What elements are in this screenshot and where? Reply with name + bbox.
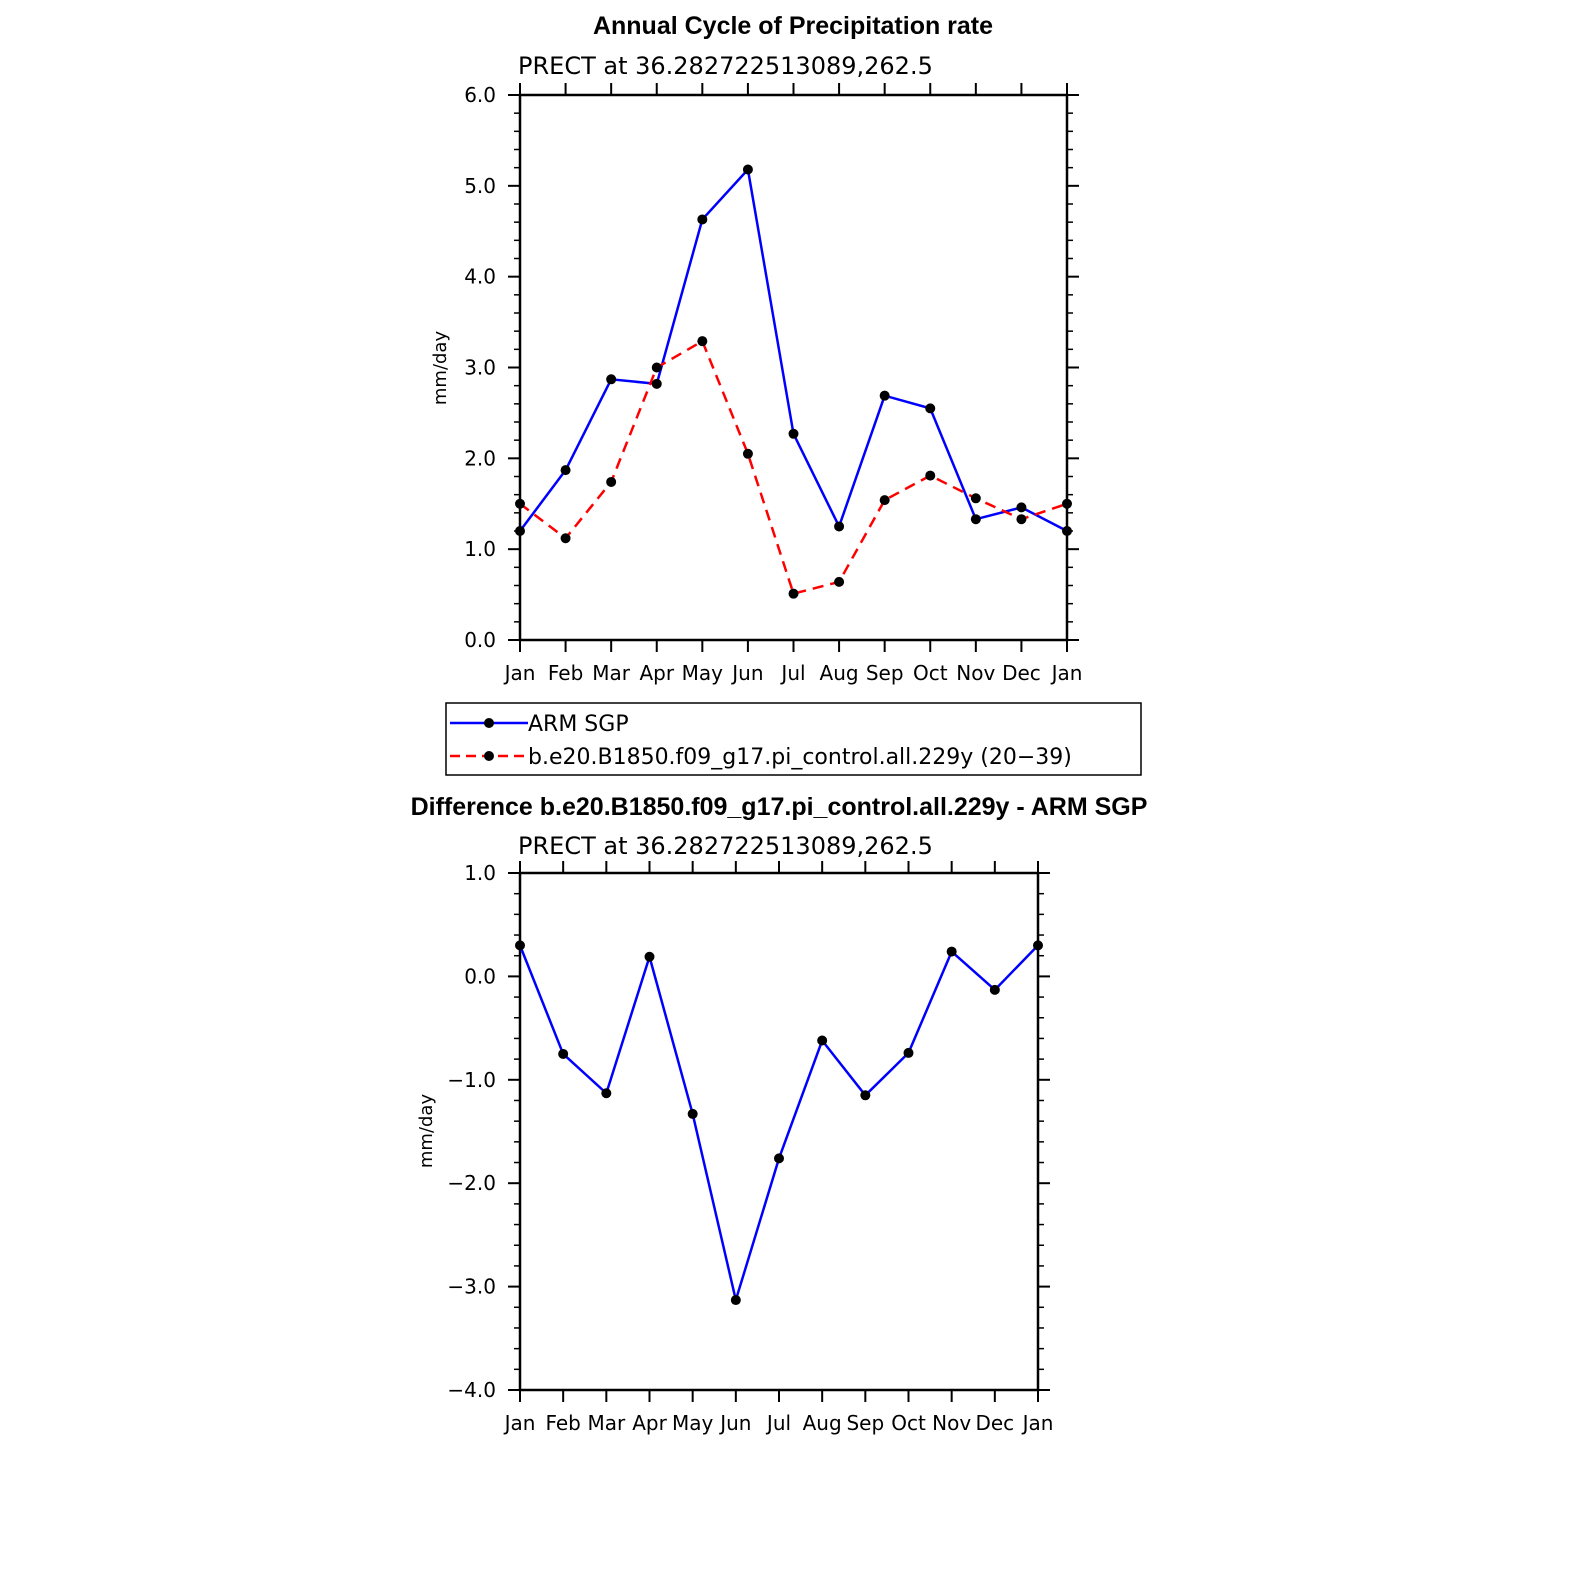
- series-0-point: [1033, 940, 1043, 951]
- series-0-point: [742, 164, 753, 175]
- series-1-point: [834, 576, 845, 587]
- x-tick-label: Jan: [503, 1411, 536, 1435]
- series-0-point: [989, 984, 1000, 995]
- x-tick-label: Sep: [866, 661, 904, 685]
- bottom-chart-ylabel: mm/day: [416, 1094, 437, 1169]
- series-0-point: [1062, 526, 1072, 536]
- series-0-point: [730, 1295, 741, 1306]
- y-tick-label: 6.0: [464, 83, 496, 107]
- y-tick-label: 0.0: [464, 964, 496, 988]
- series-1-point: [606, 476, 617, 487]
- series-0-point: [651, 378, 662, 389]
- series-line-0: [518, 944, 1039, 1302]
- y-tick-label: −2.0: [447, 1171, 496, 1195]
- series-0-point: [903, 1047, 914, 1058]
- series-1-point: [515, 498, 525, 509]
- x-tick-label: Apr: [632, 1411, 667, 1435]
- x-tick-label: Mar: [592, 661, 631, 685]
- series-line-0: [518, 168, 1068, 533]
- y-tick-label: −1.0: [447, 1068, 496, 1092]
- y-tick-label: 4.0: [464, 265, 496, 289]
- y-tick-label: 2.0: [464, 446, 496, 470]
- x-tick-label: Nov: [932, 1411, 971, 1435]
- series-1-point: [651, 362, 662, 373]
- series-1-point: [879, 495, 890, 506]
- series-0-point: [606, 374, 617, 385]
- top-plot-area: Jan Feb Mar Apr May Jun Jul Aug Sep Oct Nov Dec Jan 0…: [464, 83, 1082, 685]
- series-0-point: [860, 1090, 871, 1101]
- series-1-point: [697, 336, 708, 347]
- legend-label-model: b.e20.B1850.f09_g17.pi_control.all.229y …: [528, 745, 1072, 770]
- plot-frame: [518, 93, 1069, 642]
- x-tick-label: Oct: [913, 661, 948, 685]
- x-tick-label: Mar: [587, 1411, 626, 1435]
- series-0-point: [515, 526, 525, 536]
- series-0-point: [788, 428, 799, 439]
- x-tick-label: Feb: [545, 1411, 580, 1435]
- x-tick-label: Jan: [503, 661, 536, 685]
- series-1-point: [925, 470, 936, 481]
- top-chart-subtitle: PRECT at 36.282722513089,262.5: [518, 52, 933, 80]
- bottom-chart-subtitle: PRECT at 36.282722513089,262.5: [518, 832, 933, 860]
- x-tick-label: Jun: [718, 1411, 751, 1435]
- series-0-point: [834, 521, 845, 532]
- x-tick-label: Jul: [765, 1411, 791, 1435]
- series-1-point: [742, 448, 753, 459]
- x-tick-label: May: [672, 1411, 714, 1435]
- x-tick-label: Oct: [891, 1411, 926, 1435]
- series-1-point: [1016, 514, 1027, 525]
- bottom-plot-area: Jan Feb Mar Apr May Jun Jul Aug Sep Oct Nov Dec Jan−…: [447, 861, 1053, 1435]
- x-tick-label: Apr: [639, 661, 674, 685]
- series-line-1: [519, 339, 1068, 595]
- y-tick-label: 1.0: [464, 537, 496, 561]
- x-tick-label: Feb: [548, 661, 583, 685]
- bottom-chart-title: Difference b.e20.B1850.f09_g17.pi_contro…: [411, 793, 1148, 821]
- series-0-point: [879, 390, 890, 401]
- series-0-point: [970, 514, 981, 525]
- legend: ARM SGP b.e20.B1850.f09_g17.pi_control.a…: [445, 702, 1142, 776]
- y-tick-label: 0.0: [464, 628, 496, 652]
- series-0-point: [687, 1108, 698, 1119]
- x-tick-label: Jun: [730, 661, 763, 685]
- series-0-point: [560, 465, 571, 476]
- series-0-point: [644, 951, 655, 962]
- legend-marker-model: [484, 751, 494, 761]
- series-0-point: [925, 403, 936, 414]
- y-tick-label: −3.0: [447, 1275, 496, 1299]
- x-tick-label: May: [682, 661, 724, 685]
- legend-box: [445, 702, 1142, 776]
- series-0-point: [515, 940, 525, 951]
- x-tick-label: Sep: [846, 1411, 884, 1435]
- x-tick-label: Aug: [820, 661, 859, 685]
- series-0-point: [817, 1035, 828, 1046]
- x-tick-label: Dec: [1002, 661, 1041, 685]
- x-tick-label: Dec: [975, 1411, 1014, 1435]
- x-tick-label: Jul: [779, 661, 805, 685]
- series-0-point: [697, 214, 708, 225]
- plot-frame: [518, 871, 1040, 1392]
- series-1-point: [560, 533, 571, 544]
- series-0-point: [946, 946, 957, 957]
- series-0-point: [601, 1088, 612, 1099]
- x-tick-label: Nov: [956, 661, 995, 685]
- legend-marker-arm-sgp: [484, 718, 494, 728]
- series-1-point: [970, 493, 981, 504]
- series-0-point: [558, 1048, 569, 1059]
- y-tick-label: 3.0: [464, 356, 496, 380]
- top-chart-ylabel: mm/day: [430, 331, 451, 406]
- series-1-point: [1062, 498, 1072, 509]
- x-tick-label: Jan: [1050, 661, 1083, 685]
- series-0-point: [774, 1153, 784, 1164]
- x-tick-label: Aug: [803, 1411, 842, 1435]
- y-tick-label: 5.0: [464, 174, 496, 198]
- legend-label-arm-sgp: ARM SGP: [528, 712, 629, 737]
- top-chart-title: Annual Cycle of Precipitation rate: [593, 12, 993, 40]
- y-tick-label: 1.0: [464, 861, 496, 885]
- x-tick-label: Jan: [1021, 1411, 1054, 1435]
- series-1-point: [788, 588, 799, 599]
- series-0-point: [1016, 502, 1027, 513]
- y-tick-label: −4.0: [447, 1378, 496, 1402]
